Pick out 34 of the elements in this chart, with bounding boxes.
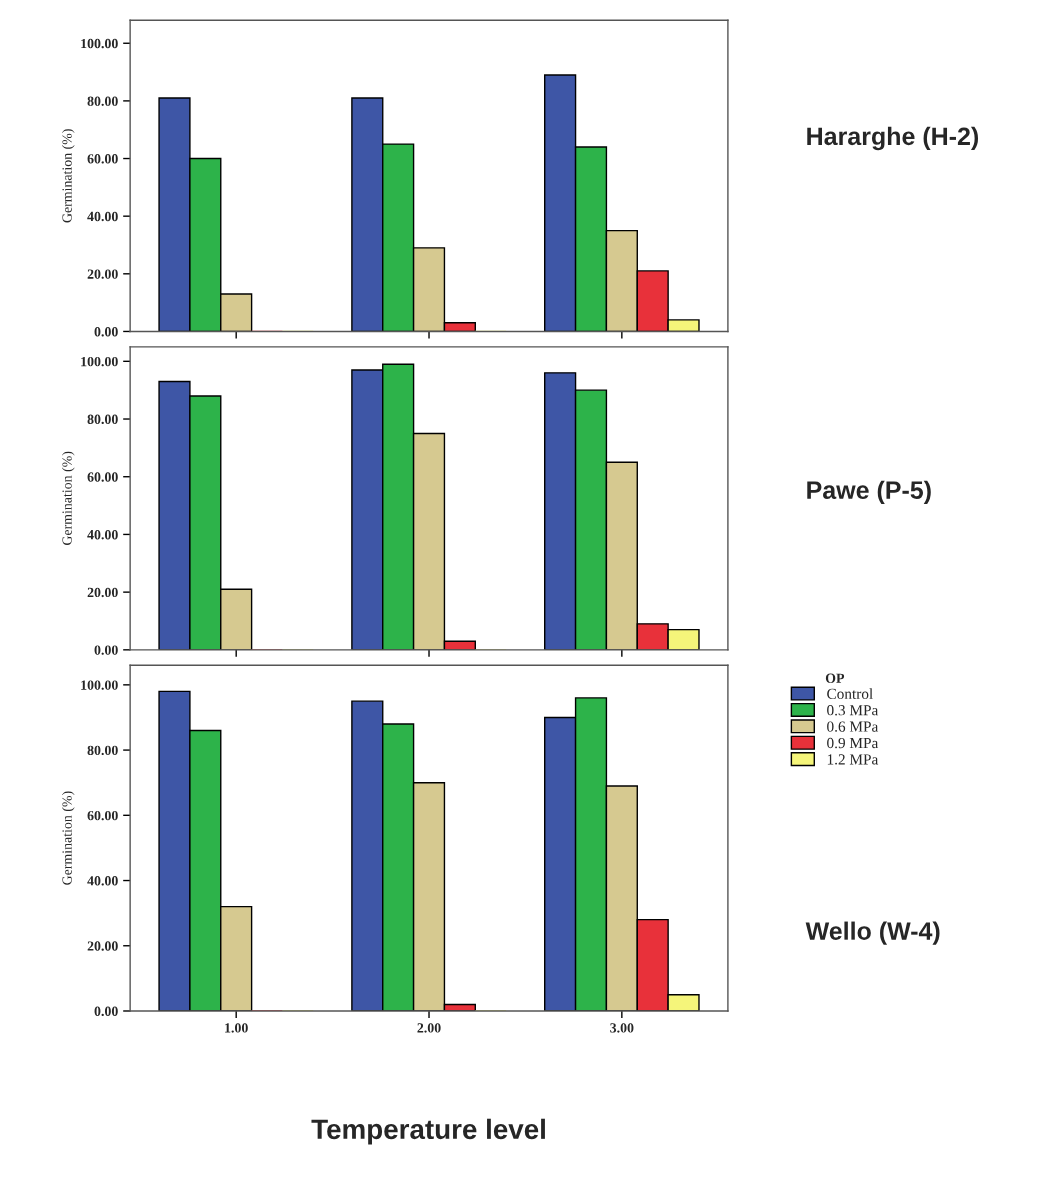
y-tick-label: 0.00 xyxy=(94,645,118,655)
y-tick-label: 60.00 xyxy=(87,472,118,482)
y-tick-label: 100.00 xyxy=(81,680,118,690)
y-tick-label: 100.00 xyxy=(81,356,118,367)
legend-label: 0.9 MPa xyxy=(827,737,879,749)
legend-label: 0.3 MPa xyxy=(827,705,879,716)
legend-label: 1.2 MPa xyxy=(827,754,879,765)
y-tick-label: 60.00 xyxy=(87,810,118,821)
y-axis-title: Germination (%) xyxy=(61,791,75,885)
y-tick-label: 40.00 xyxy=(87,211,118,222)
text: Hararghe (H-2) xyxy=(807,126,979,151)
x-tick-label: 3.00 xyxy=(610,1023,634,1033)
y-tick-label: 20.00 xyxy=(87,941,118,951)
y-axis-title: Germination (%) xyxy=(61,129,75,223)
legend-title: OP xyxy=(825,673,845,683)
y-tick-label: 100.00 xyxy=(81,38,118,49)
legend-label: Control xyxy=(827,688,873,699)
legend-label: 0.6 MPa xyxy=(827,721,879,732)
y-tick-label: 0.00 xyxy=(94,327,118,337)
y-tick-label: 80.00 xyxy=(87,96,118,106)
y-tick-label: 40.00 xyxy=(87,530,118,540)
y-tick-label: 0.00 xyxy=(94,1006,118,1016)
y-tick-label: 40.00 xyxy=(87,876,118,886)
text: Wello (W-4) xyxy=(805,921,940,945)
x-tick-label: 2.00 xyxy=(417,1023,441,1033)
x-tick-label: 1.00 xyxy=(225,1023,248,1033)
text: Pawe (P-5) xyxy=(807,480,931,504)
y-tick-label: 20.00 xyxy=(87,587,118,598)
y-tick-label: 60.00 xyxy=(87,154,118,164)
y-tick-label: 80.00 xyxy=(87,745,118,756)
y-axis-title: Germination (%) xyxy=(61,451,75,546)
y-tick-label: 80.00 xyxy=(87,414,118,425)
y-tick-label: 20.00 xyxy=(87,269,118,279)
x-axis-title: Temperature level xyxy=(311,1118,545,1145)
